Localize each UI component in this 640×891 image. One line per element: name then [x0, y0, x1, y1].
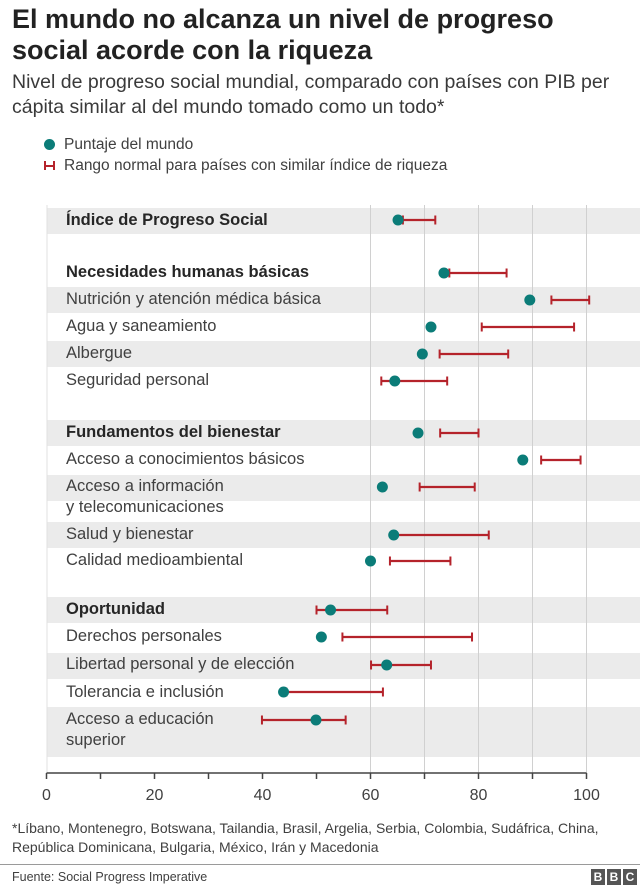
chart-title: El mundo no alcanza un nivel de progreso…: [12, 4, 554, 65]
legend-item-world-score: Puntaje del mundo: [44, 134, 447, 155]
legend-label-normal-range: Rango normal para países con similar índ…: [64, 157, 448, 174]
world-score-dot: [381, 659, 393, 671]
legend: Puntaje del mundo Rango normal para país…: [44, 134, 447, 176]
row-label: Salud y bienestar: [66, 525, 194, 543]
source: Fuente: Social Progress Imperative: [12, 870, 208, 884]
x-tick-label: 60: [361, 787, 380, 804]
row-label: Fundamentos del bienestar: [66, 423, 281, 441]
footer-divider: [0, 864, 640, 865]
x-tick-label: 20: [145, 787, 164, 804]
row-label: Acceso a educación superior: [66, 710, 214, 749]
chart-subtitle: Nivel de progreso social mundial, compar…: [12, 71, 610, 118]
world-score-dot: [365, 555, 376, 567]
x-tick-label: 80: [469, 787, 488, 804]
x-tick-label: 100: [573, 787, 600, 804]
x-tick-label: 0: [42, 787, 51, 804]
world-score-dot: [524, 294, 536, 306]
world-score-dot: [376, 481, 388, 493]
legend-item-normal-range: Rango normal para países con similar índ…: [44, 155, 447, 176]
row-label: Agua y saneamiento: [66, 317, 217, 335]
row-band: [47, 653, 640, 679]
world-score-dot: [412, 427, 424, 439]
world-score-dot: [438, 267, 450, 279]
row-label: Oportunidad: [66, 600, 165, 618]
row-label: Seguridad personal: [66, 371, 210, 389]
world-score-dot: [517, 454, 529, 466]
footnote: *Líbano, Montenegro, Botswana, Tailandia…: [12, 820, 599, 855]
row-band: [47, 707, 640, 757]
world-score-dot: [278, 686, 290, 698]
range-bar-icon: [44, 161, 55, 170]
legend-label-world-score: Puntaje del mundo: [64, 136, 194, 153]
teal-dot-icon: [44, 139, 55, 150]
row-label: Calidad medioambiental: [66, 551, 244, 569]
world-score-dot: [388, 529, 400, 541]
row-band: [47, 420, 640, 446]
row-label: Tolerancia e inclusión: [66, 683, 224, 701]
row-band: [47, 287, 640, 313]
world-score-dot: [416, 348, 428, 360]
row-label: Albergue: [66, 344, 133, 362]
row-band: [47, 208, 640, 234]
world-score-dot: [389, 375, 401, 387]
world-score-dot: [310, 714, 322, 726]
row-label: Libertad personal y de elección: [66, 655, 295, 673]
row-label: Índice de Progreso Social: [66, 211, 268, 229]
world-score-dot: [425, 321, 437, 333]
row-label: Derechos personales: [66, 627, 222, 645]
row-band: [47, 522, 640, 548]
world-score-dot: [392, 214, 404, 226]
row-label: Acceso a información y telecomunicacione…: [66, 477, 224, 516]
row-label: Acceso a conocimientos básicos: [66, 450, 305, 468]
x-tick-label: 40: [253, 787, 272, 804]
row-band: [47, 475, 640, 501]
world-score-dot: [325, 604, 337, 616]
row-band: [47, 341, 640, 367]
row-label: Nutrición y atención médica básica: [66, 290, 321, 308]
row-label: Necesidades humanas básicas: [66, 263, 310, 281]
world-score-dot: [315, 631, 327, 643]
